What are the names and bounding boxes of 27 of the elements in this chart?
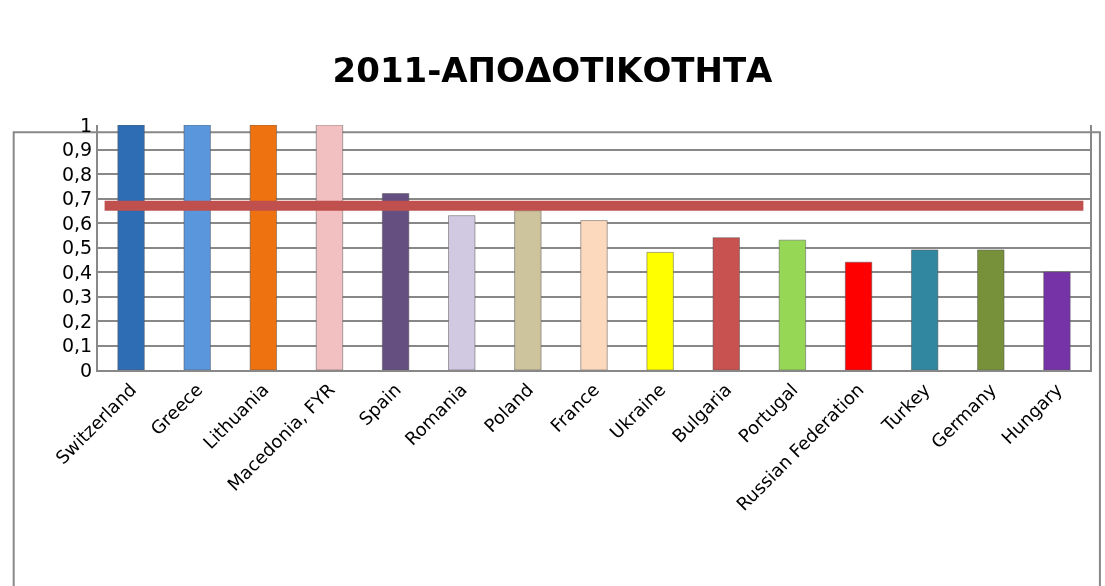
bar <box>712 237 740 370</box>
bar <box>514 210 542 370</box>
bar <box>580 220 608 370</box>
bar <box>117 125 145 370</box>
y-tick-label: 0,2 <box>61 309 93 332</box>
y-tick-label: 0,8 <box>61 162 93 185</box>
y-tick-label: 0,7 <box>61 187 93 210</box>
y-tick-label: 0,4 <box>61 260 93 283</box>
y-tick-label: 1 <box>80 113 93 136</box>
chart-title: 2011-ΑΠΟΔΟΤΙΚΟΤΗΤΑ <box>332 50 774 91</box>
bar <box>448 215 476 370</box>
bar <box>315 125 343 370</box>
y-tick-label: 0,1 <box>61 334 93 357</box>
bar <box>911 249 939 370</box>
bar <box>977 249 1005 370</box>
bar <box>183 125 211 370</box>
bar <box>1043 271 1071 370</box>
bar <box>382 193 410 370</box>
y-tick-label: 0 <box>80 358 93 381</box>
y-tick-label: 0,3 <box>61 285 93 308</box>
y-tick-label: 0,9 <box>61 138 93 161</box>
bar <box>845 261 873 370</box>
bar <box>249 125 277 370</box>
y-tick-label: 0,5 <box>61 236 93 259</box>
y-tick-label: 0,6 <box>61 211 93 234</box>
bar <box>646 252 674 370</box>
bar <box>778 239 806 370</box>
